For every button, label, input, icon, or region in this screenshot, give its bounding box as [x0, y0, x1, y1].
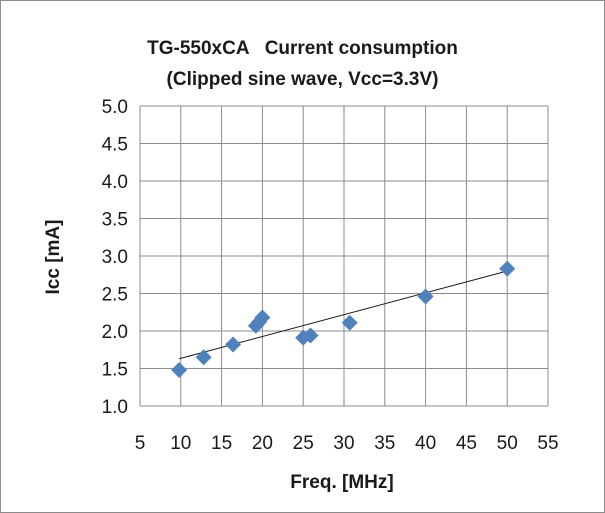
data-point [195, 349, 212, 366]
x-tick-label: 15 [211, 433, 232, 454]
x-axis-title: Freq. [MHz] [290, 472, 393, 493]
y-tick-label: 4.0 [102, 172, 128, 193]
x-tick-label: 5 [135, 433, 146, 454]
x-tick-label: 20 [252, 433, 273, 454]
chart-title-block: TG-550xCA Current consumption (Clipped s… [1, 33, 604, 95]
y-axis-title: Icc [mA] [43, 220, 64, 295]
x-tick-label: 10 [170, 433, 191, 454]
y-tick-label: 4.5 [102, 135, 128, 156]
x-tick-label: 45 [456, 433, 477, 454]
x-tick-label: 35 [374, 433, 395, 454]
chart-title: TG-550xCA Current consumption [147, 38, 458, 59]
data-point [302, 327, 319, 344]
data-points [171, 260, 516, 378]
y-tick-label: 5.0 [102, 97, 128, 118]
y-tick-label: 3.0 [102, 247, 128, 268]
y-tick-label: 2.5 [102, 285, 128, 306]
x-tick-label: 55 [537, 433, 558, 454]
x-tick-label: 30 [333, 433, 354, 454]
y-tick-label: 2.0 [102, 322, 128, 343]
x-tick-labels: 5 10 15 20 25 30 35 40 45 50 55 [135, 433, 559, 454]
data-point [225, 336, 242, 353]
data-point [499, 260, 516, 277]
x-tick-label: 50 [497, 433, 518, 454]
data-point [341, 314, 358, 331]
y-tick-label: 1.0 [102, 397, 128, 418]
y-tick-label: 3.5 [102, 210, 128, 231]
x-tick-label: 40 [415, 433, 436, 454]
data-point [417, 288, 434, 305]
data-point [254, 309, 271, 326]
data-point [171, 362, 188, 378]
x-tick-label: 25 [293, 433, 314, 454]
chart-subtitle: (Clipped sine wave, Vcc=3.3V) [166, 69, 439, 90]
y-tick-labels: 1.0 1.5 2.0 2.5 3.0 3.5 4.0 4.5 5.0 [102, 97, 128, 418]
y-tick-label: 1.5 [102, 360, 128, 381]
grid-lines [139, 105, 549, 407]
